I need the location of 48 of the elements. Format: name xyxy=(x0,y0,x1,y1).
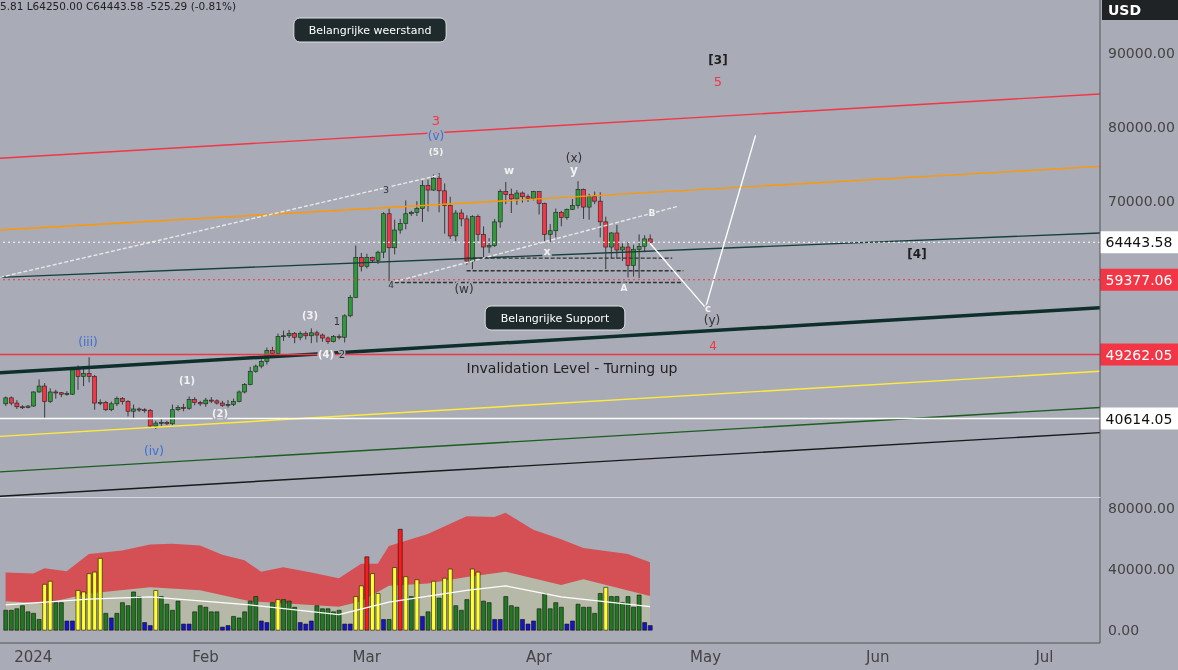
annotation: (v) xyxy=(427,129,445,143)
y-tick-label: 70000.00 xyxy=(1108,193,1175,210)
x-tick-label: Mar xyxy=(352,647,382,666)
x-tick-label: Jul xyxy=(1034,647,1054,666)
annotation: 4 xyxy=(388,280,395,290)
ref-line-label: 49262.05 xyxy=(1105,346,1173,363)
annotation: [4] xyxy=(907,247,927,261)
annotation: Belangrijke Support xyxy=(500,312,610,325)
annotation: Belangrijke weerstand xyxy=(308,24,432,37)
annotation: (y) xyxy=(703,313,721,327)
annotation: A xyxy=(620,283,628,293)
annotation: (5) xyxy=(428,147,444,157)
y-tick-label: 80000.00 xyxy=(1108,119,1175,136)
chart-title: 5.81 L64250.00 C64443.58 -525.29 (-0.81%) xyxy=(0,0,236,12)
annotation: Invalidation Level - Turning up xyxy=(466,359,678,376)
annotation: 3 xyxy=(383,185,389,195)
x-tick-label: 2024 xyxy=(14,647,53,666)
y-tick-label: 80000.00 xyxy=(1108,499,1175,516)
ref-line-label: 64443.58 xyxy=(1105,234,1173,251)
annotation: (iii) xyxy=(78,335,98,349)
annotation: (3) xyxy=(301,310,319,322)
y-tick-label: 0.00 xyxy=(1108,622,1140,639)
annotation: B xyxy=(648,208,656,218)
y-tick-label: 40000.00 xyxy=(1108,561,1175,578)
ref-line-label: 59377.06 xyxy=(1105,271,1173,288)
annotation: (2) xyxy=(211,408,229,420)
annotation: 3 xyxy=(431,113,441,129)
x-tick-label: Jun xyxy=(865,647,890,666)
annotation: w xyxy=(503,163,515,177)
ref-line-label: 40614.05 xyxy=(1105,410,1173,427)
x-tick-label: May xyxy=(690,647,722,666)
x-tick-label: Feb xyxy=(192,647,219,666)
y-axis-title: USD xyxy=(1102,0,1178,20)
annotation: (1) xyxy=(178,375,196,387)
annotation: [3] xyxy=(708,53,728,67)
annotation: 1 xyxy=(333,316,341,328)
annotation: 4 xyxy=(709,339,717,353)
annotation: 2 xyxy=(338,349,346,361)
x-tick-label: Apr xyxy=(525,647,553,666)
annotation: (w) xyxy=(454,282,474,296)
annotation: y xyxy=(570,163,579,177)
annotation: 5 xyxy=(713,74,723,90)
line-series xyxy=(4,585,651,616)
annotation: (iv) xyxy=(144,444,164,458)
annotation: (x) xyxy=(565,151,583,165)
annotation: (4) xyxy=(317,349,335,361)
annotation: c xyxy=(705,303,712,315)
y-tick-label: 90000.00 xyxy=(1108,45,1175,62)
